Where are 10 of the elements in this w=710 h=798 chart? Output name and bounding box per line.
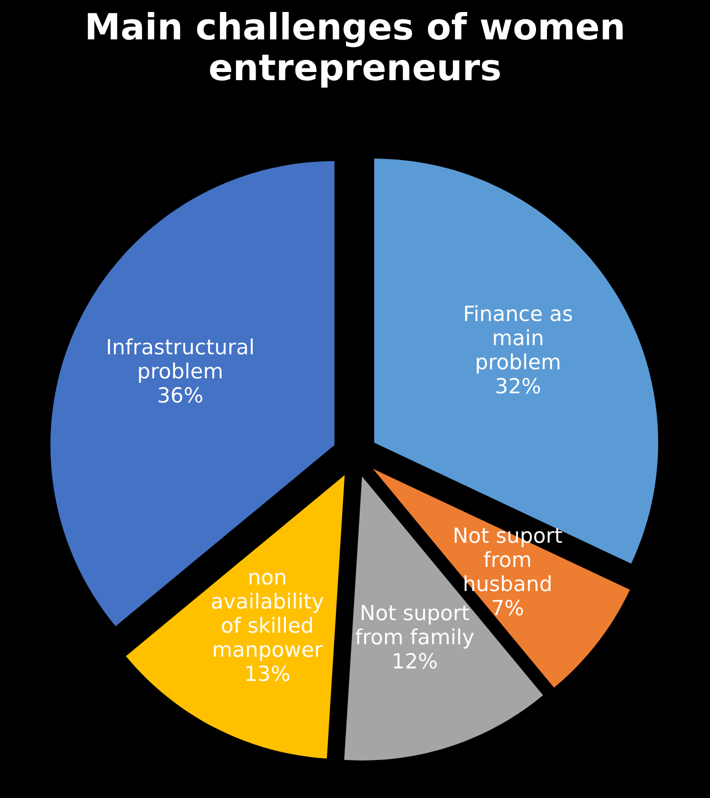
- slice-label: Finance as main problem: [465, 305, 572, 374]
- data-label: 13%: [246, 665, 290, 682]
- data-label: 36%: [158, 387, 202, 403]
- chart-title: Main challenges of women entrepreneurs: [88, 12, 623, 88]
- data-label: 7%: [492, 600, 523, 616]
- slice-label: Infrastructural problem: [108, 338, 253, 383]
- slice-label: non availability of skilled manpower: [212, 572, 324, 662]
- data-label: 12%: [394, 652, 437, 669]
- data-label: 32%: [496, 378, 540, 394]
- slice-label: Not suport from family: [355, 604, 474, 649]
